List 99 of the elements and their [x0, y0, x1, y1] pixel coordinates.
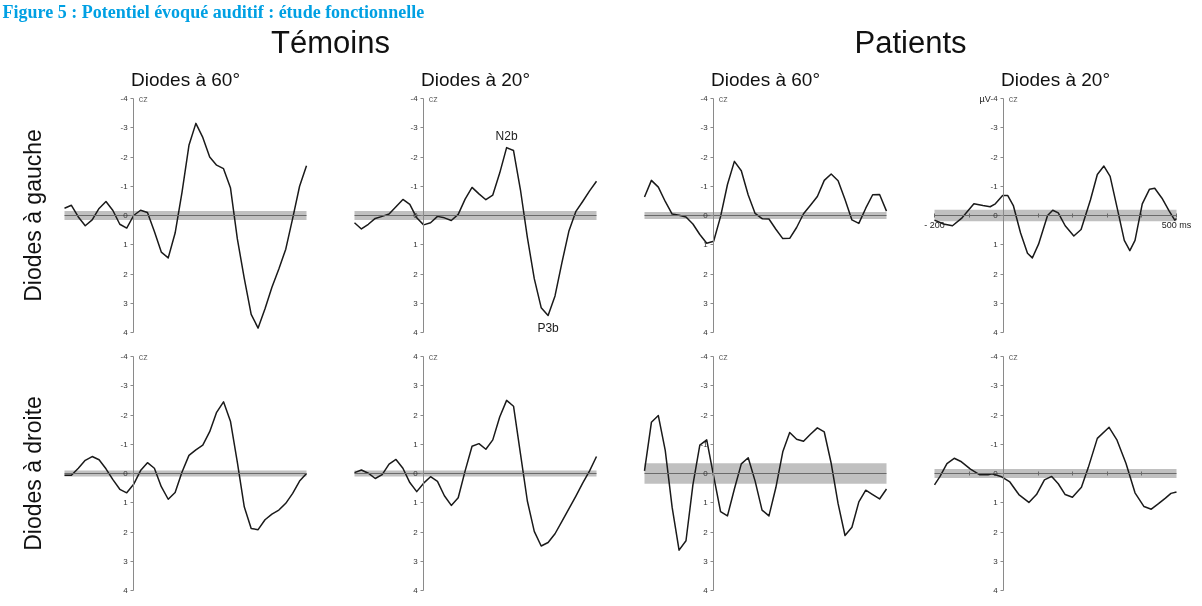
y-tick-label: 1: [123, 240, 129, 250]
y-tick-label: -2: [700, 410, 709, 420]
y-tick-label: 2: [703, 527, 709, 537]
y-tick-label: 4: [993, 328, 999, 337]
y-tick-label: -1: [120, 439, 129, 449]
y-tick-label: 1: [993, 240, 999, 250]
y-tick-label: -4: [700, 352, 709, 361]
y-tick-label: -1: [990, 181, 999, 191]
annotation: cz: [718, 93, 729, 104]
y-tick-label: -4: [700, 94, 709, 103]
y-tick-label: -2: [120, 152, 129, 162]
y-tick-label: 3: [993, 556, 999, 566]
line-series: [933, 426, 1178, 510]
text: Témoins: [271, 24, 390, 60]
annotation: cz: [428, 93, 439, 104]
y-tick-label: 0: [413, 469, 419, 478]
y-tick-label: 0: [993, 211, 999, 220]
y-tick-label: 2: [123, 269, 129, 279]
line-series: [63, 122, 308, 329]
y-tick-label: 0: [123, 211, 129, 220]
y-tick-label: 2: [703, 269, 709, 279]
chart-title: Diodes à 20°: [1001, 68, 1110, 90]
y-tick-label: 3: [993, 298, 999, 308]
y-tick-label: 1: [123, 498, 129, 508]
y-axis-title: Diodes à gauche: [19, 129, 46, 302]
y-tick-label: -3: [700, 123, 709, 133]
y-tick-label: 3: [703, 298, 709, 308]
y-tick-label: -1: [120, 181, 129, 191]
annotation: cz: [718, 351, 729, 362]
y-tick-label: 1: [413, 439, 419, 449]
annotation: µV: [979, 93, 991, 104]
y-tick-label: -3: [990, 381, 999, 391]
line-series: [353, 146, 598, 317]
chart-title: Diodes à 60°: [131, 68, 240, 90]
y-tick-label: 1: [993, 498, 999, 508]
y-tick-label: -3: [700, 381, 709, 391]
y-tick-label: -4: [120, 352, 129, 361]
y-tick-label: -3: [120, 123, 129, 133]
line-series: [643, 414, 888, 551]
y-tick-label: 4: [413, 328, 419, 337]
y-tick-label: 4: [703, 328, 709, 337]
y-tick-label: -2: [700, 152, 709, 162]
y-tick-label: -1: [700, 181, 709, 191]
y-tick-label: 0: [993, 469, 999, 478]
line-series: [643, 160, 888, 245]
chart-title: Diodes à 60°: [711, 68, 820, 90]
annotation: cz: [138, 93, 149, 104]
y-tick-label: 4: [123, 328, 129, 337]
y-tick-label: 1: [413, 240, 419, 250]
y-tick-label: -4: [990, 352, 999, 361]
y-tick-label: 3: [123, 298, 129, 308]
y-tick-label: 3: [413, 298, 419, 308]
x-tick-label: 500 ms: [1161, 219, 1192, 230]
y-tick-label: 4: [123, 586, 129, 595]
y-tick-label: 4: [413, 586, 419, 595]
text: Patients: [854, 24, 967, 60]
y-tick-label: -2: [990, 152, 999, 162]
y-tick-label: -2: [990, 410, 999, 420]
y-tick-label: 1: [703, 240, 709, 250]
y-tick-label: 2: [993, 527, 999, 537]
annotation: N2b: [495, 128, 518, 143]
y-tick-label: 0: [123, 469, 129, 478]
y-tick-label: 1: [413, 498, 419, 508]
y-tick-label: 3: [123, 556, 129, 566]
y-axis-title: Diodes à droite: [19, 396, 46, 551]
y-tick-label: 2: [123, 527, 129, 537]
y-tick-label: 3: [413, 556, 419, 566]
line-series: [353, 399, 598, 547]
y-tick-label: -4: [120, 94, 129, 103]
y-tick-label: -2: [120, 410, 129, 420]
annotation: cz: [1008, 351, 1019, 362]
y-tick-label: 0: [703, 469, 709, 478]
text: Figure 5 : Potentiel évoqué auditif : étude fonctionnelle: [2, 1, 425, 22]
y-tick-label: -1: [990, 439, 999, 449]
y-tick-label: 3: [413, 381, 419, 391]
x-tick-label: - 200: [924, 219, 945, 230]
annotation: cz: [1008, 93, 1019, 104]
y-tick-label: -3: [410, 123, 419, 133]
y-tick-label: -3: [990, 123, 999, 133]
annotation: cz: [428, 351, 439, 362]
annotation: P3b: [537, 320, 560, 335]
y-tick-label: -4: [990, 94, 999, 103]
y-tick-label: 0: [703, 211, 709, 220]
y-tick-label: 4: [703, 586, 709, 595]
y-tick-label: 2: [413, 269, 419, 279]
y-tick-label: 1: [703, 498, 709, 508]
y-tick-label: 2: [413, 527, 419, 537]
annotation: cz: [138, 351, 149, 362]
y-tick-label: 2: [993, 269, 999, 279]
y-tick-label: -3: [120, 381, 129, 391]
y-tick-label: 3: [703, 556, 709, 566]
y-tick-label: 4: [993, 586, 999, 595]
chart-title: Diodes à 20°: [421, 68, 530, 90]
y-tick-label: -2: [410, 152, 419, 162]
line-series: [63, 401, 308, 531]
y-tick-label: -1: [410, 181, 419, 191]
y-tick-label: -4: [410, 94, 419, 103]
y-tick-label: 2: [413, 410, 419, 420]
y-tick-label: 4: [413, 352, 419, 361]
